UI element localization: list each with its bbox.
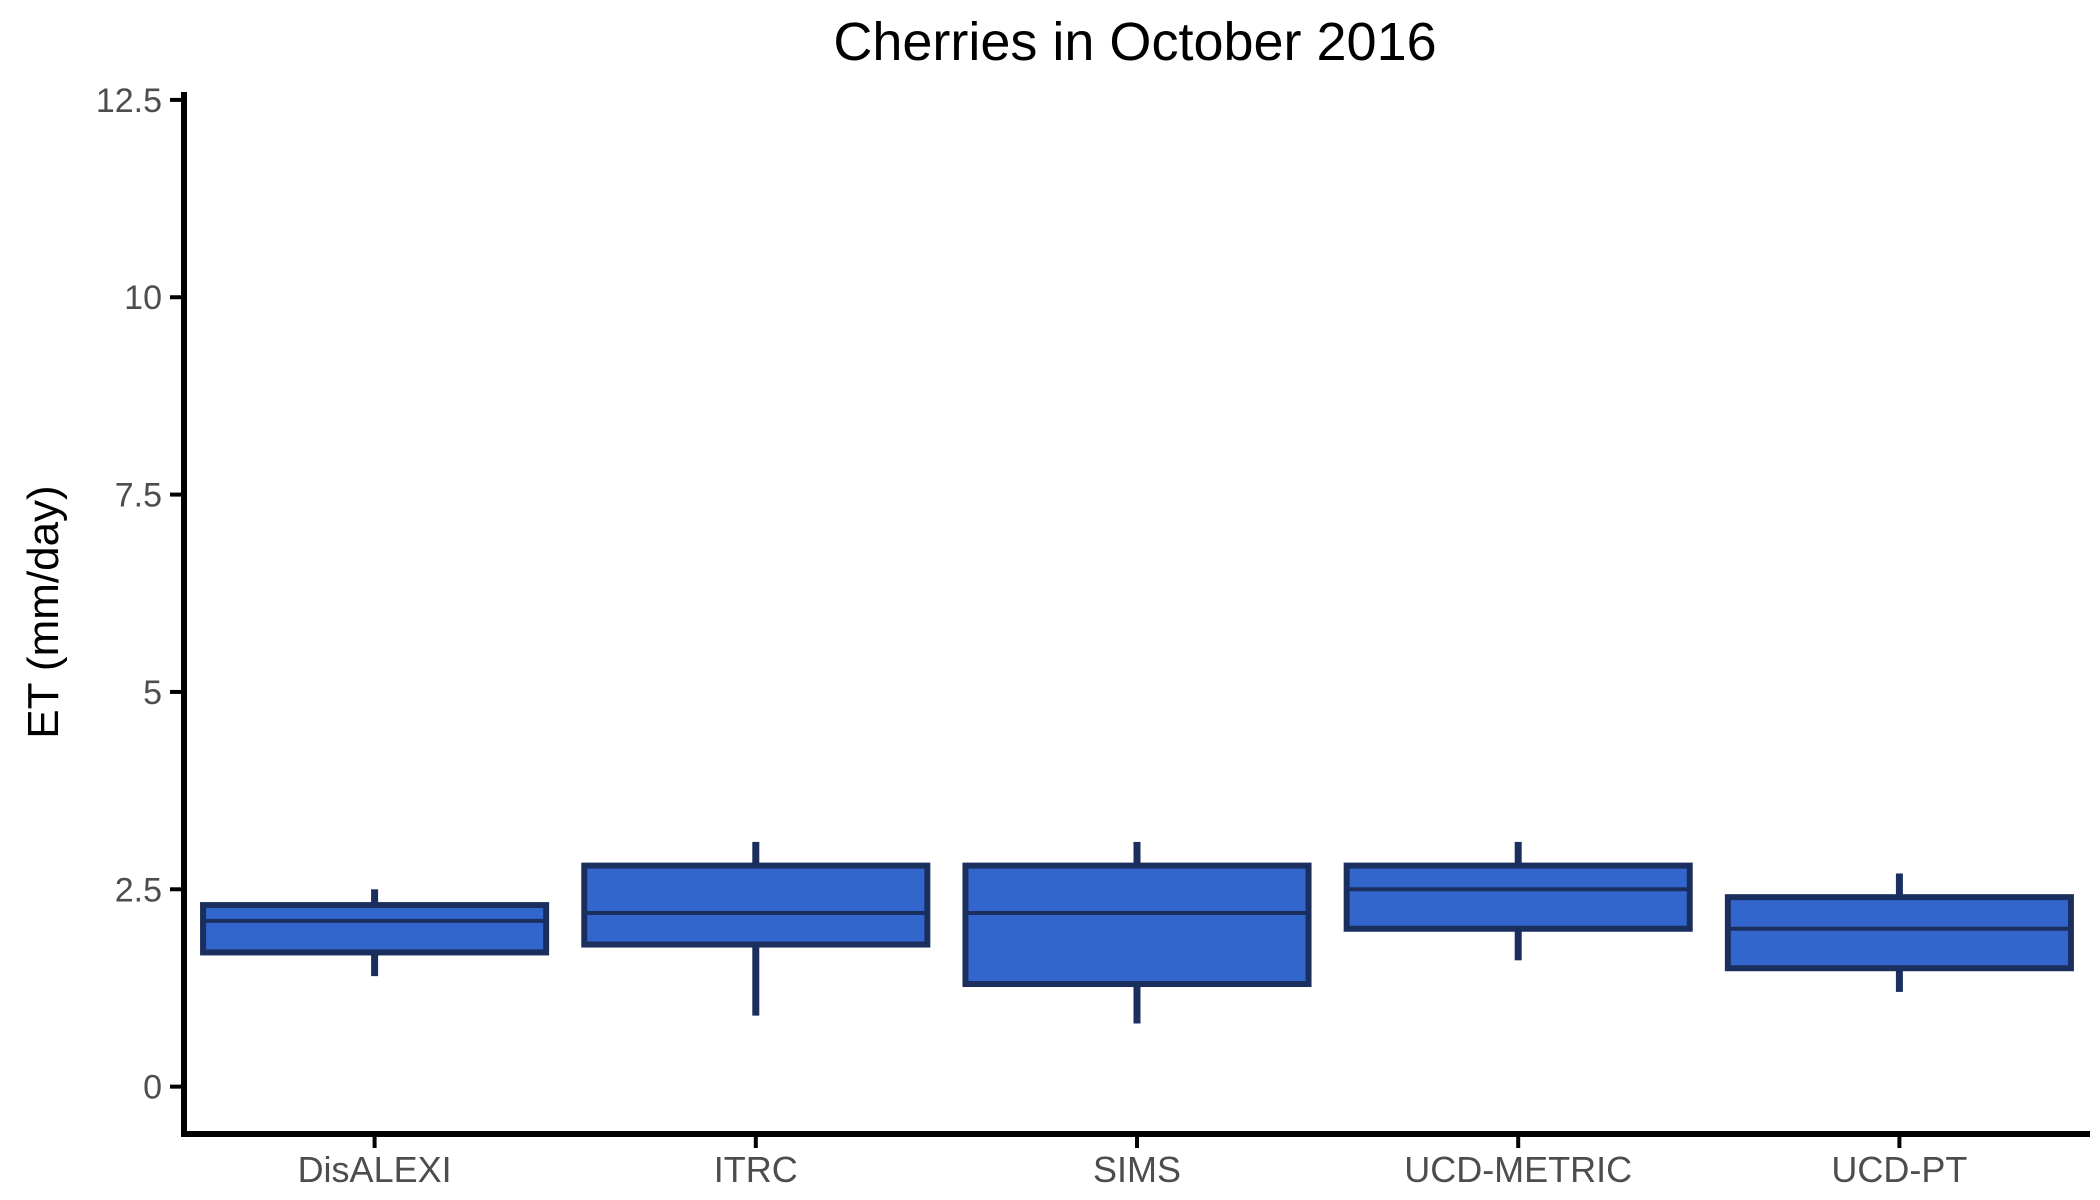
x-tick-label: SIMS	[1093, 1149, 1181, 1190]
box-series	[200, 841, 2074, 1024]
x-tick-label: UCD-PT	[1831, 1149, 1967, 1190]
y-axis-label: ET (mm/day)	[19, 485, 68, 738]
y-tick-label: 7.5	[115, 477, 162, 515]
y-tick-label: 5	[143, 674, 162, 712]
y-tick-label: 2.5	[115, 871, 162, 909]
box-ucd-metric	[1343, 841, 1693, 961]
box-iqr	[1343, 862, 1693, 932]
x-tick-label: ITRC	[714, 1149, 798, 1190]
box-iqr	[581, 862, 931, 948]
box-iqr	[962, 862, 1312, 988]
y-tick-label: 0	[143, 1069, 162, 1107]
y-tick-label: 12.5	[96, 82, 162, 120]
y-tick-label: 10	[124, 279, 162, 317]
box-sims	[962, 841, 1312, 1024]
box-itrc	[581, 841, 931, 1016]
box-iqr	[1724, 894, 2074, 972]
chart-title: Cherries in October 2016	[833, 12, 1436, 72]
box-disalexi	[200, 889, 550, 977]
x-tick-label: DisALEXI	[298, 1149, 452, 1190]
x-axis-ticks: DisALEXI ITRC SIMS UCD-METRIC UCD-PT	[298, 1134, 1967, 1190]
x-tick-label: UCD-METRIC	[1404, 1149, 1632, 1190]
box-ucd-pt	[1724, 873, 2074, 992]
y-axis-ticks: 0 2.5 5 7.5 10 12.5	[96, 82, 184, 1107]
box-iqr	[200, 902, 550, 956]
